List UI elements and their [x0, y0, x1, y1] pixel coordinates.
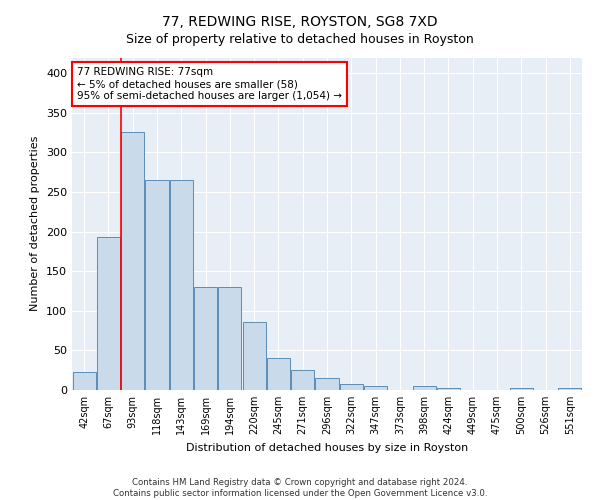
Bar — [97, 237, 120, 390]
Bar — [267, 358, 290, 390]
Bar — [413, 386, 436, 390]
Bar — [145, 180, 169, 390]
Bar — [194, 287, 217, 390]
Text: Contains HM Land Registry data © Crown copyright and database right 2024.
Contai: Contains HM Land Registry data © Crown c… — [113, 478, 487, 498]
Bar — [73, 372, 95, 390]
Bar — [364, 386, 387, 390]
Text: 77, REDWING RISE, ROYSTON, SG8 7XD: 77, REDWING RISE, ROYSTON, SG8 7XD — [162, 15, 438, 29]
Bar — [170, 180, 193, 390]
Bar — [242, 322, 266, 390]
X-axis label: Distribution of detached houses by size in Royston: Distribution of detached houses by size … — [186, 442, 468, 452]
Text: 77 REDWING RISE: 77sqm
← 5% of detached houses are smaller (58)
95% of semi-deta: 77 REDWING RISE: 77sqm ← 5% of detached … — [77, 68, 342, 100]
Text: Size of property relative to detached houses in Royston: Size of property relative to detached ho… — [126, 32, 474, 46]
Bar — [437, 388, 460, 390]
Bar — [559, 388, 581, 390]
Bar — [121, 132, 144, 390]
Bar — [316, 378, 338, 390]
Bar — [291, 370, 314, 390]
Bar — [510, 388, 533, 390]
Bar — [340, 384, 363, 390]
Bar — [218, 287, 241, 390]
Y-axis label: Number of detached properties: Number of detached properties — [31, 136, 40, 312]
